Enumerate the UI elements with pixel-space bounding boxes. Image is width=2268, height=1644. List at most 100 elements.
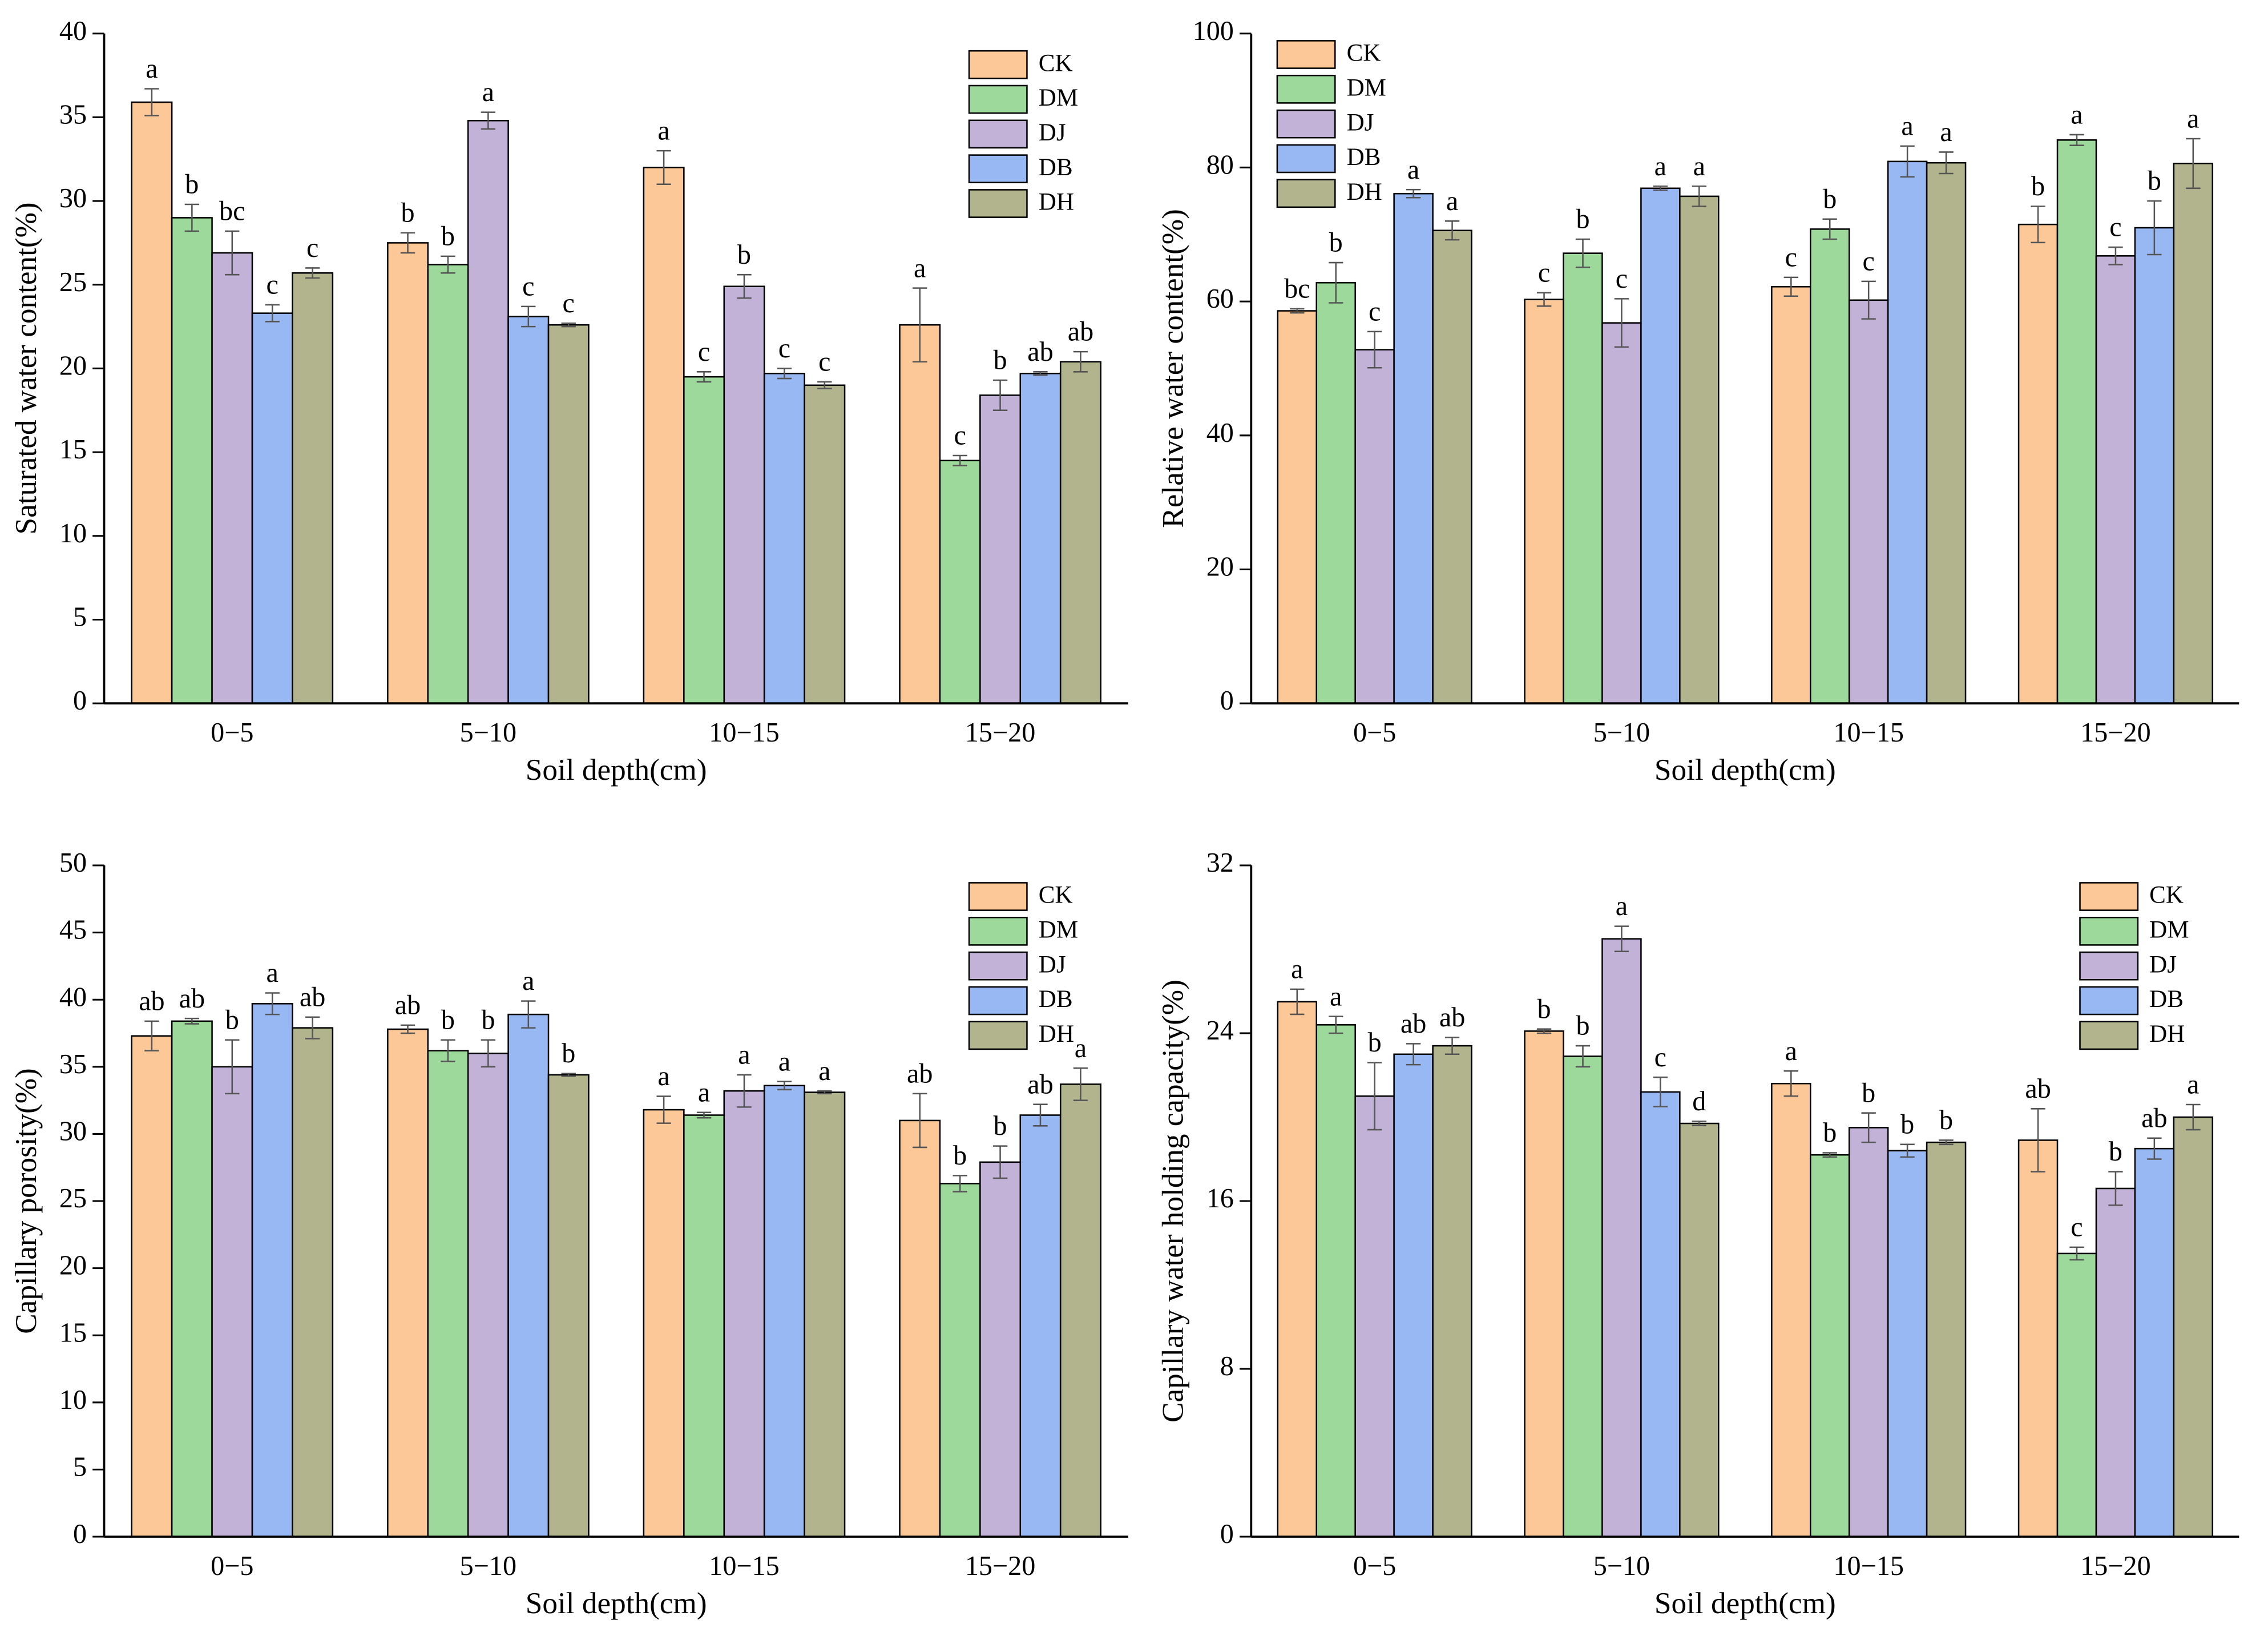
significance-letter: a: [1075, 1033, 1087, 1063]
error-bar: [561, 322, 576, 328]
significance-letter: b: [2031, 171, 2045, 202]
significance-letter: c: [1616, 264, 1628, 294]
bar: [211, 1066, 253, 1538]
significance-letter: b: [1823, 1118, 1837, 1148]
bar: [1354, 349, 1395, 704]
legend-label: DB: [2149, 986, 2184, 1013]
bar: [1640, 187, 1681, 704]
bar: [723, 285, 765, 704]
y-tick-label: 50: [59, 848, 87, 878]
legend-swatch: [1276, 179, 1336, 208]
significance-letter: c: [1369, 297, 1381, 327]
bar: [1771, 1082, 1811, 1538]
error-bar: [1290, 988, 1305, 1016]
y-tick-label: 40: [1206, 418, 1234, 448]
error-bar: [2108, 1171, 2123, 1206]
y-tick-label: 0: [73, 1519, 87, 1549]
significance-letter: a: [482, 77, 494, 107]
significance-letter: b: [1823, 184, 1837, 214]
significance-letter: b: [994, 345, 1007, 376]
error-bar: [1614, 925, 1629, 952]
y-tick-label: 80: [1206, 150, 1234, 180]
significance-letter: a: [657, 116, 669, 146]
bar: [1848, 299, 1889, 704]
x-axis-title: Soil depth(cm): [1654, 1586, 1836, 1620]
bar: [292, 1027, 334, 1538]
legend-label: DM: [1347, 74, 1386, 101]
significance-letter: ab: [1068, 317, 1093, 347]
error-bar: [1939, 1139, 1954, 1146]
error-bar: [1575, 1045, 1591, 1068]
bar: [899, 1119, 941, 1538]
bar: [683, 1114, 725, 1538]
bar: [643, 167, 685, 704]
x-tick-label: 15−20: [965, 1551, 1035, 1581]
significance-letter: a: [2187, 1070, 2199, 1100]
error-bar: [1861, 1112, 1876, 1143]
bar: [1926, 162, 1967, 704]
bar: [251, 1003, 293, 1538]
y-tick-label: 15: [59, 1317, 87, 1348]
bar: [547, 1074, 590, 1538]
legend-label: DJ: [1039, 119, 1066, 146]
bar: [2017, 223, 2059, 704]
bar: [1809, 228, 1850, 704]
x-tick-label: 5−10: [1593, 718, 1650, 748]
error-bar: [1536, 292, 1552, 307]
y-tick-label: 30: [59, 183, 87, 213]
legend-label: DB: [1347, 144, 1381, 171]
significance-letter: b: [1576, 1011, 1589, 1041]
bar: [1059, 1083, 1101, 1538]
significance-letter: b: [2109, 1137, 2122, 1167]
significance-letter: b: [1537, 994, 1551, 1024]
error-bar: [2069, 1246, 2084, 1261]
significance-letter: c: [1862, 247, 1874, 277]
significance-letter: a: [267, 958, 279, 988]
bar: [131, 1035, 173, 1538]
significance-letter: a: [146, 54, 158, 84]
error-bar: [1614, 298, 1629, 348]
significance-letter: c: [1785, 242, 1797, 272]
error-bar: [225, 230, 240, 276]
error-bar: [1073, 350, 1088, 373]
error-bar: [953, 454, 967, 466]
legend-swatch: [968, 951, 1028, 981]
error-bar: [1575, 238, 1591, 268]
bar: [2134, 227, 2175, 704]
error-bar: [1033, 1103, 1048, 1127]
error-bar: [1653, 186, 1668, 191]
bar: [2056, 139, 2097, 704]
legend-swatch: [968, 917, 1028, 946]
bar: [1432, 1045, 1472, 1538]
significance-letter: ab: [300, 982, 325, 1012]
bar: [723, 1090, 765, 1538]
bar: [467, 120, 509, 704]
x-axis-title: Soil depth(cm): [526, 753, 707, 787]
legend-label: CK: [1039, 882, 1073, 909]
error-bar: [696, 1111, 712, 1119]
bar: [939, 460, 981, 704]
bar: [1887, 160, 1928, 704]
x-tick-label: 15−20: [2080, 1551, 2150, 1581]
significance-letter: b: [225, 1005, 239, 1035]
y-axis-title: Capillary porosity(%): [9, 1068, 43, 1334]
error-bar: [1653, 1076, 1668, 1107]
bar: [1524, 299, 1564, 704]
y-axis-title: Saturated water content(%): [9, 202, 43, 534]
significance-letter: c: [522, 272, 534, 302]
significance-letter: b: [953, 1141, 967, 1171]
significance-letter: ab: [907, 1058, 933, 1089]
y-tick-label: 8: [1220, 1351, 1234, 1381]
error-bar: [1900, 145, 1915, 178]
significance-letter: c: [778, 333, 790, 364]
legend-swatch: [2079, 882, 2139, 911]
error-bar: [1861, 280, 1876, 320]
significance-letter: b: [441, 221, 455, 252]
significance-letter: c: [1654, 1042, 1666, 1073]
error-bar: [441, 255, 455, 274]
legend-label: DH: [1347, 179, 1382, 206]
y-axis-title: Capillary water holding capacity(%): [1156, 980, 1190, 1423]
error-bar: [2031, 1108, 2045, 1172]
error-bar: [521, 1000, 536, 1029]
